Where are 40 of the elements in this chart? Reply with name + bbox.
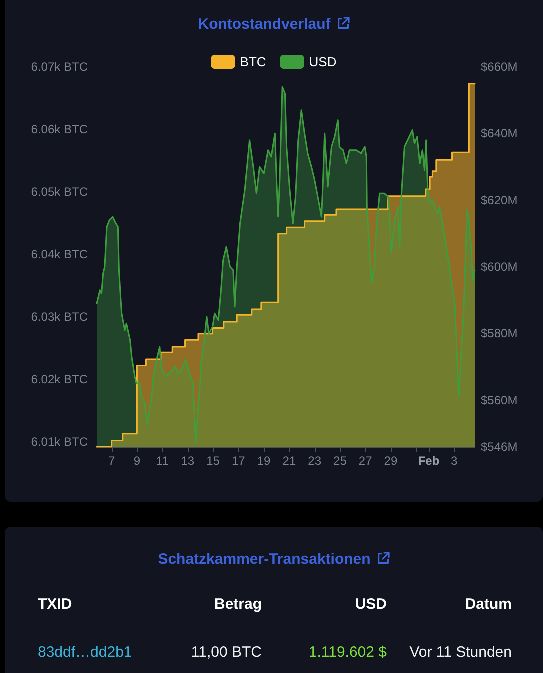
category-label: TXID — [38, 596, 72, 613]
legend-label: BTC — [240, 54, 266, 70]
text: Vor 11 Stunden — [410, 644, 512, 661]
x-tick-label: 23 — [308, 454, 322, 468]
text: 83ddf…dd2b1 — [38, 644, 132, 661]
legend-label: USD — [309, 54, 337, 70]
x-tick-label: 7 — [108, 454, 116, 468]
y2-tick-label: $660M — [481, 60, 518, 74]
x-tick-label: 27 — [358, 454, 373, 468]
y-tick-label: 6.02k BTC — [31, 372, 88, 386]
y-tick-label: 6.06k BTC — [31, 122, 88, 136]
text: Schatzkammer-Transaktionen — [158, 551, 371, 568]
y-tick-label: 6.01k BTC — [31, 435, 88, 449]
y-tick-label: 6.07k BTC — [31, 60, 88, 74]
text: 1.119.602 $ — [308, 644, 387, 661]
category-label: Datum — [465, 596, 512, 613]
category-label: USD — [355, 596, 387, 613]
x-tick-label: 17 — [232, 454, 246, 468]
x-tick-label: 3 — [451, 454, 458, 468]
y2-tick-label: $580M — [481, 326, 518, 341]
y2-tick-label: $640M — [481, 126, 518, 141]
y2-tick-label: $546M — [481, 440, 518, 454]
y-tick-label: 6.05k BTC — [31, 185, 88, 199]
y2-tick-label: $620M — [481, 193, 518, 208]
y-tick-label: 6.04k BTC — [31, 248, 88, 262]
x-tick-label: 15 — [206, 454, 220, 468]
text: 11,00 BTC — [191, 644, 262, 661]
x-tick-label: 9 — [134, 454, 141, 468]
x-tick-label: Feb — [418, 454, 440, 468]
y2-tick-label: $560M — [481, 393, 518, 408]
y-tick-label: 6.03k BTC — [31, 310, 88, 324]
x-tick-label: 11 — [156, 454, 170, 468]
x-tick-label: 21 — [282, 454, 296, 468]
chart-title: Kontostandverlauf — [198, 16, 331, 33]
x-tick-label: 13 — [181, 454, 195, 468]
category-label: Betrag — [214, 596, 262, 613]
y2-tick-label: $600M — [481, 260, 518, 274]
x-tick-label: 29 — [384, 454, 398, 468]
x-tick-label: 19 — [257, 454, 272, 468]
x-tick-label: 25 — [334, 454, 348, 468]
